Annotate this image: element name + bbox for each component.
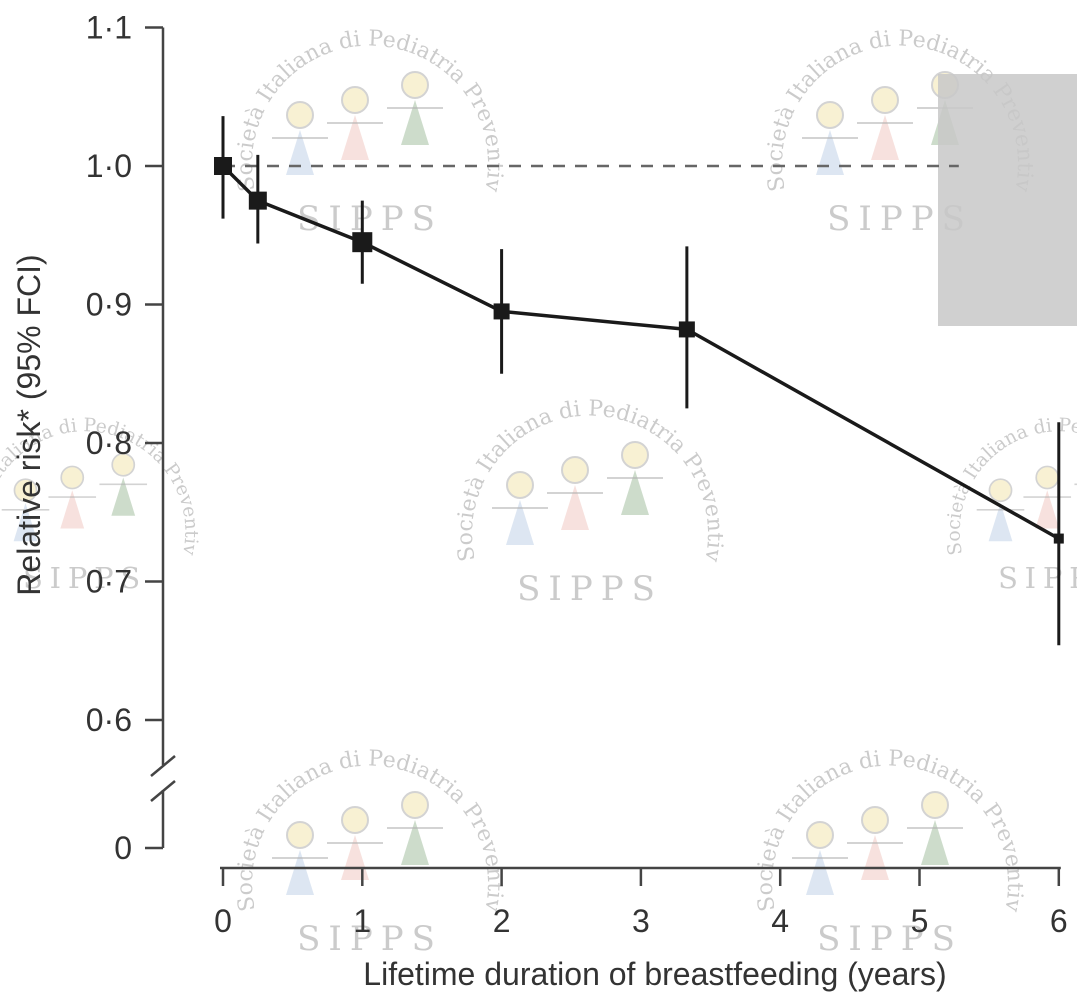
data-point <box>493 303 510 320</box>
svg-text:Società Italiana di Pediatria: Società Italiana di Pediatria Preventiva… <box>453 396 727 564</box>
x-tick-label: 3 <box>632 903 650 939</box>
svg-text:SIPPS: SIPPS <box>297 919 443 959</box>
y-tick-label: 1·0 <box>86 148 132 184</box>
data-point <box>248 191 267 210</box>
series-layer <box>214 116 1064 646</box>
axis-break-mark <box>150 780 176 802</box>
y-tick-label: 0·7 <box>86 564 132 600</box>
y-axis-title: Relative risk* (95% FCI) <box>11 254 47 595</box>
x-tick-label: 4 <box>771 903 789 939</box>
svg-text:Società Italiana di Pediatria: Società Italiana di Pediatria Preventiva… <box>753 746 1027 914</box>
y-tick-label: 1·1 <box>86 10 132 46</box>
axes: 1·1 1·0 0·9 0·8 0·7 0·6 0 0 1 2 3 4 5 6 <box>86 10 1068 940</box>
watermark-logo: Società Italiana di Pediatria Preventiva… <box>753 746 1027 959</box>
y-tick-label: 0 <box>114 830 132 866</box>
svg-text:Società Italiana di Pediatria: Società Italiana di Pediatria Preventiva… <box>233 26 507 194</box>
data-point <box>352 232 373 253</box>
svg-text:Società Italiana di Pediatria: Società Italiana di Pediatria Preventiva… <box>233 746 507 914</box>
svg-text:SIPPS: SIPPS <box>23 561 147 595</box>
axis-break-mark <box>150 755 176 777</box>
data-point <box>1053 533 1064 544</box>
svg-text:SIPPS: SIPPS <box>817 919 963 959</box>
x-tick-label: 0 <box>214 903 232 939</box>
x-tick-label: 5 <box>911 903 929 939</box>
y-tick-label: 0·9 <box>86 287 132 323</box>
data-point <box>214 157 232 175</box>
x-tick-label: 1 <box>353 903 371 939</box>
watermark-logo: Società Italiana di Pediatria Preventiva… <box>453 396 727 609</box>
y-tick-label: 0·8 <box>86 425 132 461</box>
data-point <box>678 321 695 338</box>
x-axis-title: Lifetime duration of breastfeeding (year… <box>363 956 946 992</box>
x-tick-label: 6 <box>1050 903 1068 939</box>
watermark-shade <box>938 74 1077 326</box>
y-tick-label: 0·6 <box>86 702 132 738</box>
watermark-logo: Società Italiana di Pediatria Preventiva… <box>944 415 1077 595</box>
x-tick-label: 2 <box>493 903 511 939</box>
svg-text:SIPPS: SIPPS <box>998 561 1077 595</box>
svg-text:SIPPS: SIPPS <box>517 569 663 609</box>
